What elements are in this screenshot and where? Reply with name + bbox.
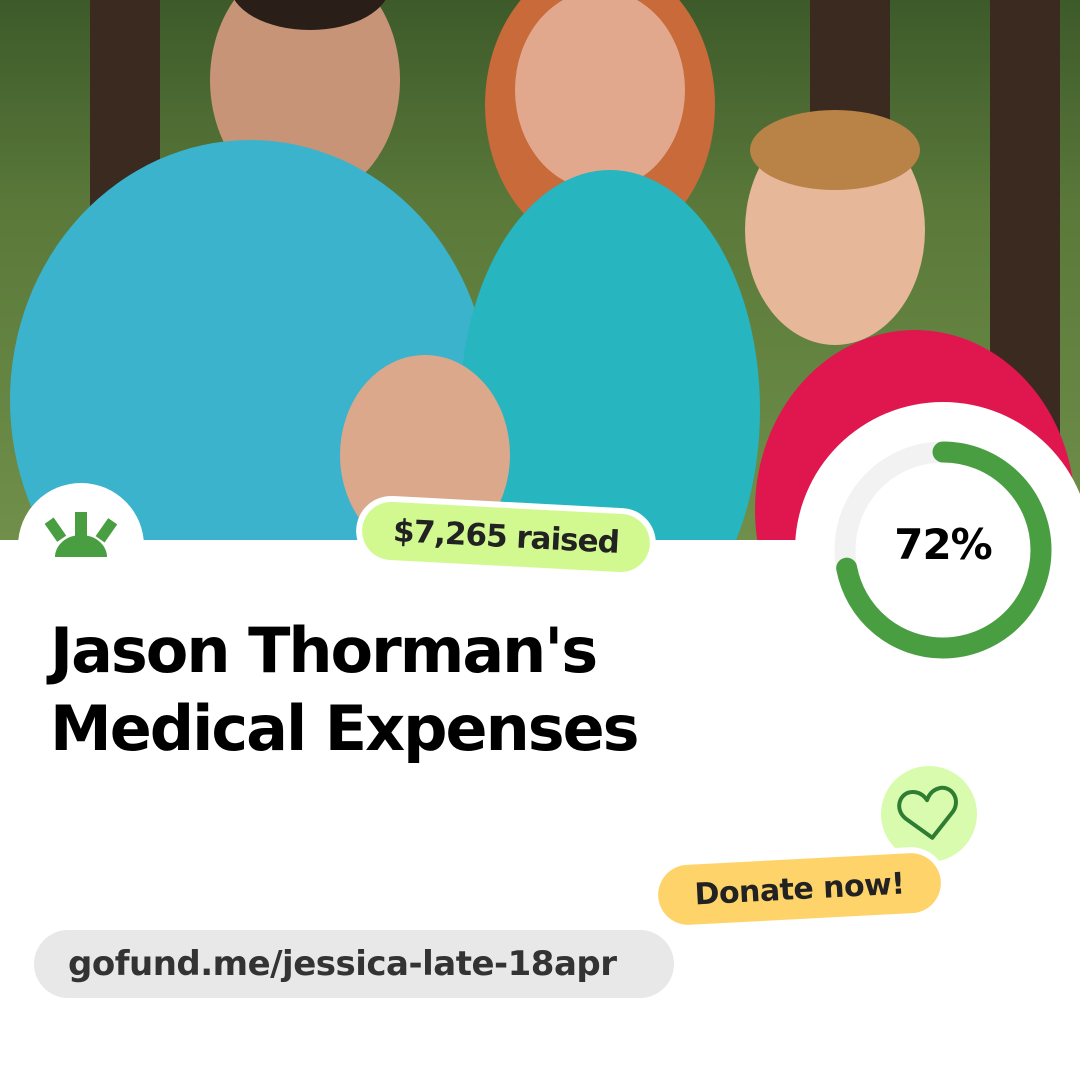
gofundme-logo[interactable] — [18, 483, 144, 609]
campaign-title: Jason Thorman's Medical Expenses — [50, 614, 640, 765]
heart-icon — [897, 785, 958, 840]
sunrise-logo-icon — [44, 512, 118, 557]
progress-ring-fill — [834, 441, 1052, 659]
progress-percent-label: 72% — [894, 520, 993, 569]
progress-ring — [834, 441, 1052, 659]
donate-now-label: Donate now! — [656, 851, 943, 927]
donate-now-button[interactable]: Donate now! — [650, 845, 949, 933]
heart-button[interactable] — [881, 766, 977, 862]
raised-amount-label: $7,265 raised — [360, 500, 652, 574]
campaign-url-link[interactable]: gofund.me/jessica-late-18apr — [34, 930, 674, 998]
